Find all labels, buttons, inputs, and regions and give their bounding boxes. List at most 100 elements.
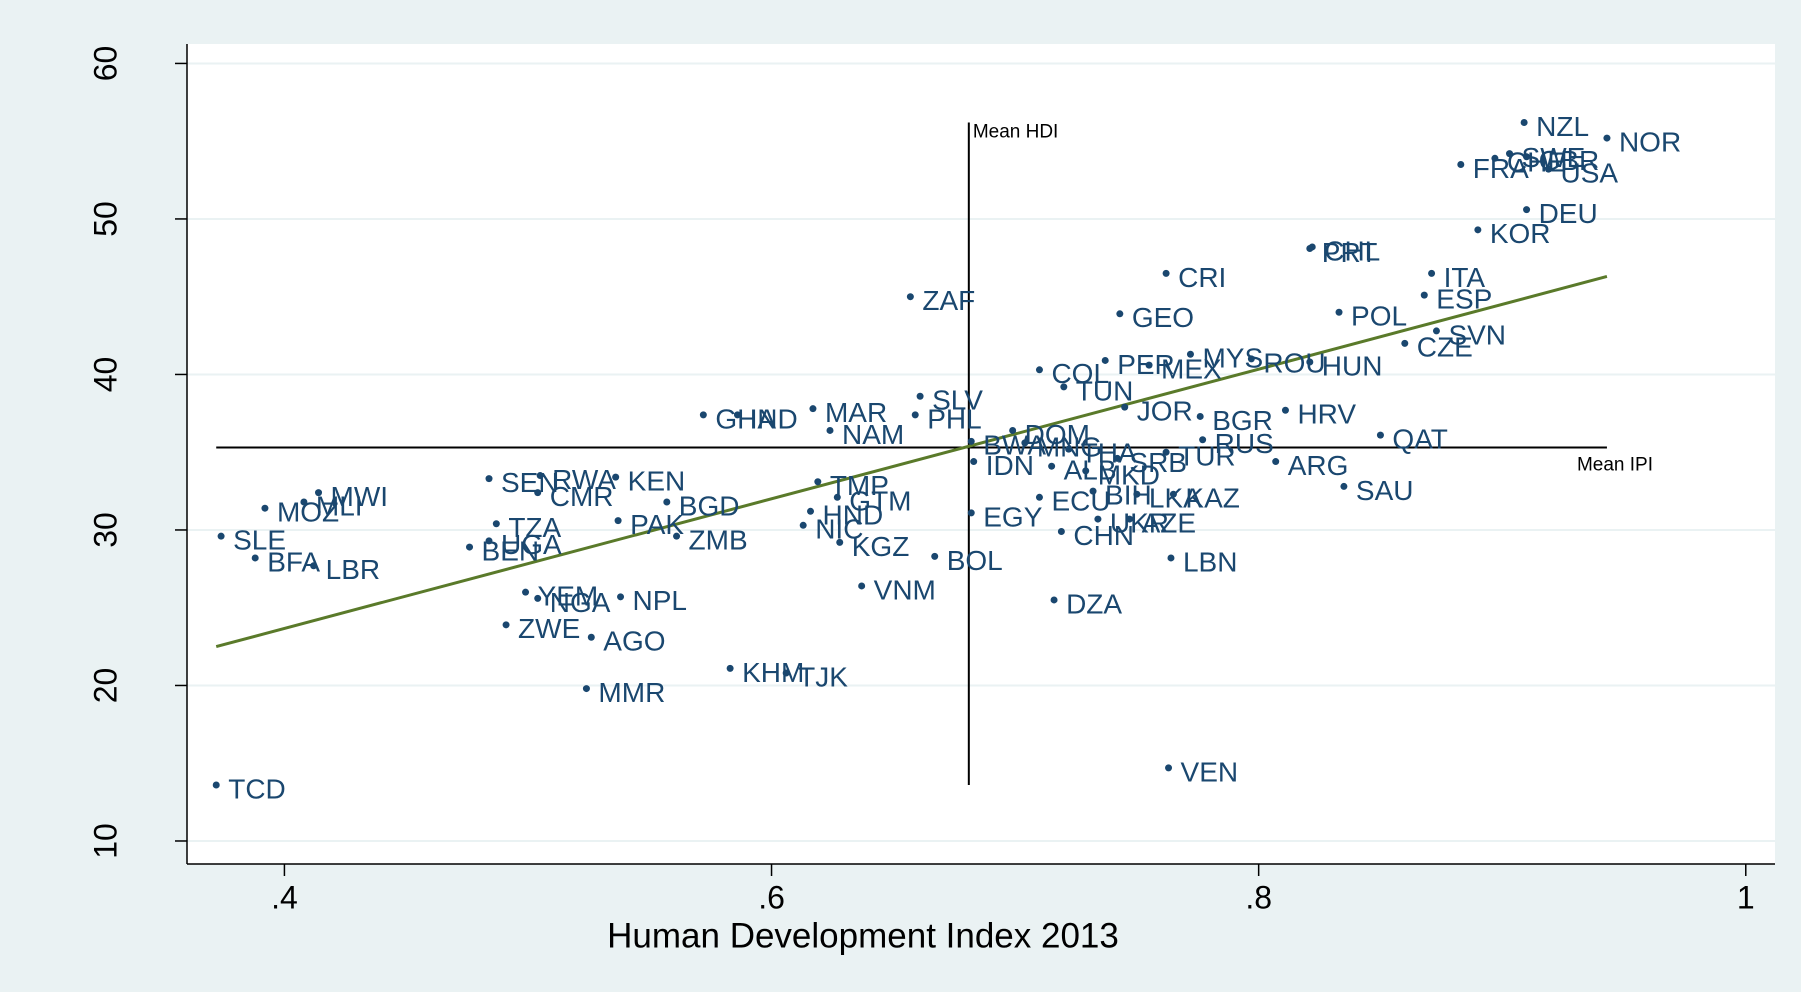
point — [1169, 490, 1177, 498]
point-label: ESP — [1436, 284, 1492, 315]
point — [1491, 154, 1499, 162]
point-label: CHE — [1507, 147, 1566, 178]
point — [1167, 554, 1175, 562]
point-label: NAM — [842, 419, 904, 450]
point — [617, 593, 625, 601]
point — [485, 537, 493, 545]
point-label: CZE — [1417, 332, 1473, 363]
point — [1523, 206, 1531, 214]
point-label: TCD — [228, 773, 286, 804]
point-label: NZL — [1536, 111, 1589, 142]
plot-area — [187, 44, 1775, 864]
x-axis-title: Human Development Index 2013 — [607, 916, 1119, 955]
point-label: BGR — [1212, 405, 1273, 436]
point-label: MLI — [316, 490, 363, 521]
point-label: DZA — [1066, 588, 1122, 619]
point — [1089, 487, 1097, 495]
point — [1021, 439, 1029, 447]
point-label: MEX — [1161, 354, 1222, 385]
point-label: LBN — [1183, 546, 1237, 577]
point-label: UGA — [501, 529, 562, 560]
point — [534, 489, 542, 497]
point-label: BFA — [267, 546, 320, 577]
point-label: BGD — [679, 490, 740, 521]
y-tick-label: 30 — [87, 512, 123, 548]
point — [1121, 403, 1129, 411]
point — [906, 293, 914, 301]
point-label: ZWE — [518, 613, 580, 644]
point-label: CHN — [1073, 520, 1134, 551]
point-label: THA — [1081, 437, 1137, 468]
point — [733, 411, 741, 419]
point-label: ALB — [1064, 455, 1117, 486]
point — [217, 532, 225, 540]
point-label: ECU — [1051, 486, 1110, 517]
point-label: BEN — [482, 535, 540, 566]
point-label: GTM — [849, 486, 911, 517]
point-label: PRT — [1322, 237, 1378, 268]
point — [1520, 119, 1528, 127]
point — [967, 509, 975, 517]
point-label: CMR — [550, 481, 614, 512]
point-label: SAU — [1356, 475, 1414, 506]
point-label: BOL — [947, 545, 1003, 576]
y-tick-label: 10 — [87, 823, 123, 859]
point — [1457, 161, 1465, 169]
point — [1428, 269, 1436, 277]
point — [826, 426, 834, 434]
point — [1116, 310, 1124, 318]
point — [1133, 490, 1141, 498]
point-label: MAR — [825, 397, 887, 428]
point-label: NGA — [550, 587, 611, 618]
point — [809, 405, 817, 413]
point-label: SLE — [233, 525, 286, 556]
point-label: ZAF — [922, 285, 975, 316]
point — [1060, 383, 1068, 391]
point — [466, 543, 474, 551]
point — [261, 504, 269, 512]
reference-label: Mean IPI — [1577, 455, 1653, 476]
point — [931, 552, 939, 560]
point-label: VEN — [1181, 756, 1239, 787]
point-label: SEN — [501, 467, 559, 498]
point — [1420, 291, 1428, 299]
point — [612, 473, 620, 481]
x-tick-label: 1 — [1737, 879, 1755, 915]
point — [536, 472, 544, 480]
point-label: DEU — [1539, 198, 1598, 229]
point — [1474, 226, 1482, 234]
point — [582, 685, 590, 693]
point-label: DOM — [1025, 419, 1090, 450]
point — [799, 521, 807, 529]
point — [1035, 366, 1043, 374]
fit-line — [215, 275, 1608, 649]
point — [1306, 244, 1314, 252]
point-label: VNM — [874, 574, 936, 605]
point — [1082, 467, 1090, 475]
point — [1199, 436, 1207, 444]
point-label: TJK — [798, 661, 848, 692]
point — [315, 489, 323, 497]
point-label: KAZ — [1185, 483, 1239, 514]
point — [1247, 355, 1255, 363]
point-label: NIC — [815, 514, 863, 545]
point — [1101, 356, 1109, 364]
point-label: HND — [823, 500, 884, 531]
point-label: GHA — [715, 403, 776, 434]
point — [726, 664, 734, 672]
point — [1603, 134, 1611, 142]
point-label: AZE — [1142, 507, 1196, 538]
point — [1094, 515, 1102, 523]
point — [1196, 412, 1204, 420]
point-label: LBR — [326, 554, 380, 585]
point-label: ARG — [1288, 450, 1349, 481]
point-label: SLV — [932, 385, 983, 416]
point — [807, 507, 815, 515]
point — [1165, 764, 1173, 772]
point-label: KEN — [628, 465, 686, 496]
point-label: NOR — [1619, 126, 1681, 157]
point — [251, 554, 259, 562]
point — [1057, 528, 1065, 536]
x-tick-label: .6 — [758, 879, 785, 915]
